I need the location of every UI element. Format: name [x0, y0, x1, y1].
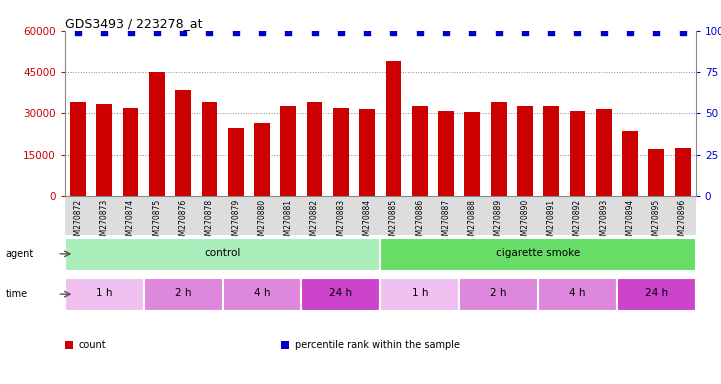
- Point: [335, 29, 347, 35]
- Text: control: control: [205, 248, 241, 258]
- Point: [125, 29, 136, 35]
- Text: 1 h: 1 h: [96, 288, 112, 298]
- Bar: [596, 109, 611, 196]
- Point: [677, 29, 689, 35]
- Point: [466, 29, 478, 35]
- Bar: [333, 108, 349, 196]
- Bar: [306, 102, 322, 196]
- Point: [309, 29, 320, 35]
- FancyBboxPatch shape: [223, 278, 301, 311]
- FancyBboxPatch shape: [459, 278, 538, 311]
- Point: [151, 29, 163, 35]
- Bar: [123, 108, 138, 196]
- Text: 4 h: 4 h: [569, 288, 585, 298]
- Point: [650, 29, 662, 35]
- Bar: [70, 102, 86, 196]
- FancyBboxPatch shape: [617, 278, 696, 311]
- Text: GDS3493 / 223278_at: GDS3493 / 223278_at: [65, 17, 203, 30]
- Point: [624, 29, 636, 35]
- Bar: [228, 128, 244, 196]
- Text: 4 h: 4 h: [254, 288, 270, 298]
- Text: 24 h: 24 h: [329, 288, 353, 298]
- Point: [99, 29, 110, 35]
- Bar: [648, 149, 664, 196]
- Point: [441, 29, 452, 35]
- FancyBboxPatch shape: [143, 278, 223, 311]
- Text: 2 h: 2 h: [490, 288, 507, 298]
- Point: [388, 29, 399, 35]
- Point: [361, 29, 373, 35]
- Point: [283, 29, 294, 35]
- Bar: [675, 148, 691, 196]
- FancyBboxPatch shape: [65, 278, 143, 311]
- Bar: [517, 106, 533, 196]
- FancyBboxPatch shape: [538, 278, 617, 311]
- Bar: [255, 123, 270, 196]
- Point: [72, 29, 84, 35]
- Point: [230, 29, 242, 35]
- Bar: [491, 102, 506, 196]
- Text: count: count: [79, 340, 106, 350]
- Point: [572, 29, 583, 35]
- Bar: [280, 106, 296, 196]
- Text: percentile rank within the sample: percentile rank within the sample: [295, 340, 460, 350]
- Point: [204, 29, 216, 35]
- Point: [177, 29, 189, 35]
- Point: [519, 29, 531, 35]
- Bar: [464, 112, 480, 196]
- Point: [493, 29, 505, 35]
- Text: 24 h: 24 h: [645, 288, 668, 298]
- Bar: [438, 111, 454, 196]
- FancyBboxPatch shape: [381, 278, 459, 311]
- FancyBboxPatch shape: [65, 238, 381, 271]
- Bar: [359, 109, 375, 196]
- Text: 2 h: 2 h: [175, 288, 192, 298]
- Bar: [544, 106, 559, 196]
- Bar: [570, 111, 585, 196]
- Bar: [412, 106, 428, 196]
- Point: [598, 29, 609, 35]
- Text: agent: agent: [6, 249, 34, 259]
- Bar: [175, 90, 191, 196]
- Bar: [97, 104, 112, 196]
- Text: cigarette smoke: cigarette smoke: [496, 248, 580, 258]
- Bar: [622, 131, 638, 196]
- Point: [545, 29, 557, 35]
- Bar: [149, 72, 165, 196]
- FancyBboxPatch shape: [301, 278, 381, 311]
- Bar: [386, 61, 402, 196]
- Point: [414, 29, 425, 35]
- Text: time: time: [6, 289, 28, 299]
- Text: 1 h: 1 h: [412, 288, 428, 298]
- Point: [256, 29, 267, 35]
- FancyBboxPatch shape: [381, 238, 696, 271]
- Bar: [202, 102, 217, 196]
